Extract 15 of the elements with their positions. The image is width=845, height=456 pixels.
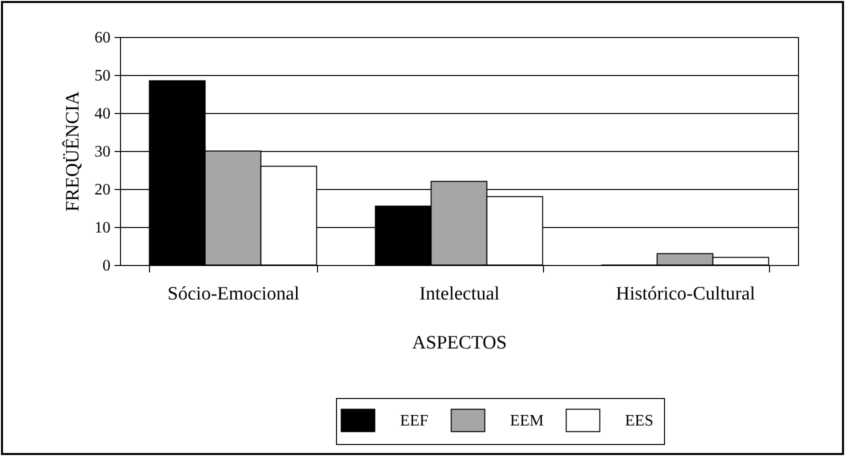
x-axis-title: ASPECTOS: [412, 332, 507, 354]
x-tick-label: Histórico-Cultural: [616, 284, 756, 304]
y-tick-label: 50: [94, 68, 110, 84]
x-tick-label: Sócio-Emocional: [168, 284, 300, 304]
y-tick-label: 20: [94, 182, 110, 198]
y-axis-title: FREQÜÊNCIA: [62, 91, 84, 212]
legend-label: EEF: [400, 412, 429, 430]
y-tick-label: 10: [94, 220, 110, 236]
legend-label: EES: [625, 412, 654, 430]
y-tick-label: 0: [102, 258, 110, 274]
legend-label: EEM: [510, 412, 544, 430]
y-tick-label: 30: [94, 144, 110, 160]
y-tick-label: 60: [94, 30, 110, 46]
y-tick-label: 40: [94, 106, 110, 122]
x-tick-label: Intelectual: [419, 284, 500, 304]
